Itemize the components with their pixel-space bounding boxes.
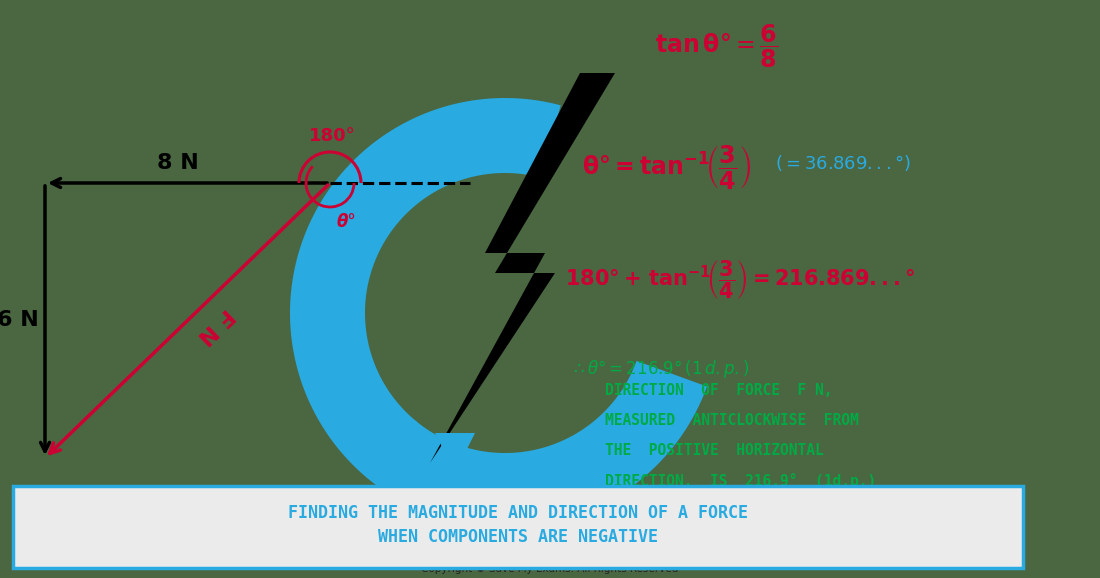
Text: $(= 36.869...°)$: $(= 36.869...°)$ (776, 153, 911, 173)
Text: $\mathbf{tan\,\theta°} = \dfrac{\mathbf{6}}{\mathbf{8}}$: $\mathbf{tan\,\theta°} = \dfrac{\mathbf{… (654, 23, 779, 71)
Polygon shape (434, 433, 475, 473)
Text: WHEN COMPONENTS ARE NEGATIVE: WHEN COMPONENTS ARE NEGATIVE (378, 528, 658, 546)
Text: MEASURED  ANTICLOCKWISE  FROM: MEASURED ANTICLOCKWISE FROM (605, 413, 859, 428)
Polygon shape (290, 98, 707, 528)
Text: THE  POSITIVE  HORIZONTAL: THE POSITIVE HORIZONTAL (605, 443, 824, 458)
Text: 6 N: 6 N (0, 310, 39, 331)
Text: FINDING THE MAGNITUDE AND DIRECTION OF A FORCE: FINDING THE MAGNITUDE AND DIRECTION OF A… (288, 504, 748, 522)
Text: $\mathbf{180° + \,tan^{-1}\!\left(\dfrac{3}{4}\right) = 216.869...°}$: $\mathbf{180° + \,tan^{-1}\!\left(\dfrac… (565, 258, 915, 301)
Text: θ°: θ° (337, 213, 356, 231)
Text: Copyright © Save My Exams. All Rights Reserved: Copyright © Save My Exams. All Rights Re… (421, 564, 679, 574)
FancyBboxPatch shape (13, 486, 1023, 568)
Polygon shape (366, 420, 461, 515)
Text: $\mathbf{\theta° = tan^{-1}\!\left(\dfrac{3}{4}\right)}$: $\mathbf{\theta° = tan^{-1}\!\left(\dfra… (582, 143, 751, 191)
Text: DIRECTION  OF  FORCE  F N,: DIRECTION OF FORCE F N, (605, 383, 833, 398)
Polygon shape (430, 73, 615, 463)
Text: 180°: 180° (309, 127, 355, 145)
Text: DIRECTION,  IS  216.9°  (1d.p.): DIRECTION, IS 216.9° (1d.p.) (605, 473, 877, 489)
Text: 8 N: 8 N (156, 153, 198, 173)
Text: F N: F N (194, 304, 238, 347)
Text: $\therefore \theta° = 216.9°\,(1\,d.p.)$: $\therefore \theta° = 216.9°\,(1\,d.p.)$ (570, 358, 749, 380)
